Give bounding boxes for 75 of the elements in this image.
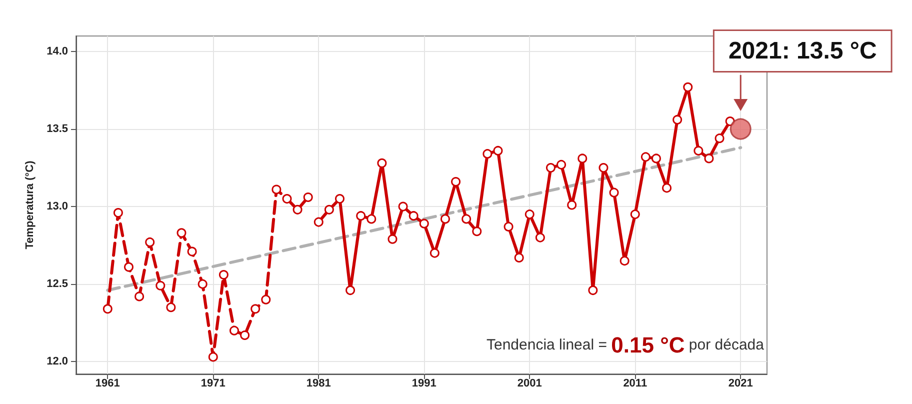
point (335, 194, 344, 204)
point (176, 228, 186, 238)
y-tick-label: 13.5 (46, 123, 68, 136)
point (730, 118, 752, 140)
point (261, 294, 271, 304)
point (388, 234, 398, 244)
point (218, 270, 228, 280)
point (704, 154, 714, 164)
point (714, 134, 724, 144)
point (292, 204, 302, 214)
x-tick-label: 2011 (623, 378, 648, 390)
point (472, 226, 482, 236)
point (282, 194, 292, 204)
point (377, 158, 387, 168)
annotation: 2021: 13.5 °C (728, 38, 877, 64)
point (535, 232, 545, 242)
y-tick-label: 13.0 (46, 200, 68, 213)
point (630, 210, 640, 220)
point (546, 163, 556, 173)
y-tick-label: 12.0 (46, 356, 68, 368)
point (640, 152, 650, 162)
point (198, 279, 208, 289)
y-axis-title: Temperatura (°C) (24, 160, 36, 250)
point (482, 149, 492, 159)
point (346, 286, 356, 296)
point (567, 200, 577, 210)
point (609, 188, 619, 198)
point (113, 208, 123, 218)
point (398, 202, 408, 212)
point (240, 330, 250, 340)
point (440, 214, 450, 224)
point (683, 82, 693, 92)
point (208, 352, 218, 362)
y-tick-label: 12.5 (46, 278, 68, 290)
point (145, 237, 155, 247)
point (187, 246, 197, 256)
point (451, 176, 461, 186)
x-tick-label: 1971 (200, 378, 226, 390)
point (272, 184, 282, 194)
point (124, 262, 134, 272)
point (493, 146, 503, 156)
point (303, 192, 313, 202)
point (620, 256, 630, 266)
x-tick-label: 2001 (517, 378, 542, 390)
point (514, 252, 524, 262)
point (672, 114, 682, 124)
annotation: Tendencia lineal = 0.15 °C por década (486, 332, 765, 358)
point (504, 222, 514, 232)
x-tick-label: 1991 (412, 378, 436, 390)
point (102, 304, 112, 314)
x-tick-label: 2021 (728, 378, 753, 390)
point (366, 214, 376, 224)
point (462, 214, 472, 224)
x-tick-label: 1961 (95, 378, 120, 390)
point (524, 210, 534, 220)
y-tick-label: 14.0 (46, 46, 68, 58)
point (356, 211, 366, 221)
point (598, 163, 608, 173)
point (588, 286, 598, 296)
point (408, 211, 418, 221)
point (662, 183, 672, 193)
x-tick-label: 1981 (306, 378, 331, 390)
point (314, 217, 324, 227)
point (250, 304, 260, 314)
point (230, 326, 239, 336)
point (430, 248, 440, 258)
point (556, 160, 566, 170)
point (651, 154, 661, 164)
point (578, 154, 588, 164)
point (166, 302, 176, 312)
point (156, 280, 166, 290)
point (694, 146, 704, 156)
point (134, 292, 144, 302)
point (324, 204, 334, 214)
point (419, 218, 429, 228)
